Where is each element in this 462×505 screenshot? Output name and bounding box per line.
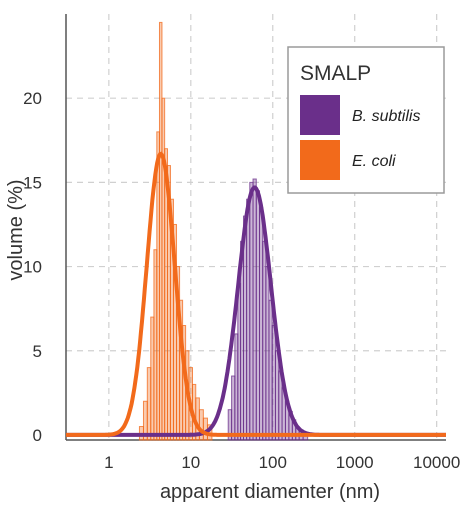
y-tick-label: 0 [33,426,42,445]
legend: SMALP B. subtilis E. coli [287,46,445,194]
tick-labels: 1 10 100 1000 10000 0 5 10 15 20 [23,89,460,472]
e-coli-fit-line [66,151,446,437]
x-tick-label: 1000 [336,453,374,472]
y-tick-label: 5 [33,342,42,361]
legend-title: SMALP [300,62,371,85]
x-tick-label: 10 [181,453,200,472]
x-tick-label: 100 [259,453,287,472]
legend-label-e-coli: E. coli [352,153,396,170]
x-tick-label: 10000 [413,453,460,472]
legend-label-b-subtilis: B. subtilis [352,108,420,125]
b-subtilis-histogram [227,178,309,441]
legend-swatch-b-subtilis [300,95,340,135]
y-tick-label: 15 [23,173,42,192]
fit-curves [66,151,446,437]
e-coli-bar [146,367,152,441]
y-tick-label: 20 [23,89,42,108]
legend-swatch-e-coli [300,140,340,180]
y-axis-label: volume (%) [5,179,27,280]
x-tick-label: 1 [104,453,113,472]
y-tick-label: 10 [23,258,42,277]
x-axis-label: apparent diamenter (nm) [160,481,380,503]
